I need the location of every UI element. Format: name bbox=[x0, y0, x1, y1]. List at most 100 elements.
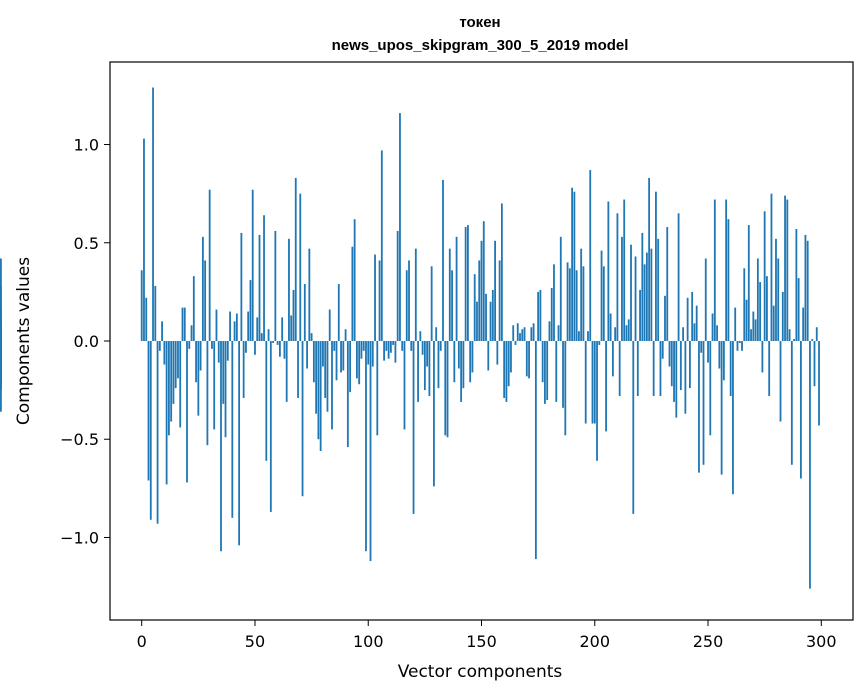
bar bbox=[641, 232, 644, 341]
y-tick-label: −1.0 bbox=[60, 528, 99, 547]
bar bbox=[213, 341, 216, 430]
bar bbox=[367, 341, 370, 365]
bar bbox=[553, 264, 555, 341]
bar bbox=[793, 339, 796, 341]
bar bbox=[143, 138, 145, 341]
bar bbox=[161, 321, 163, 341]
bar bbox=[510, 341, 512, 373]
bar bbox=[473, 274, 476, 341]
bar bbox=[568, 268, 571, 341]
bar bbox=[505, 341, 508, 402]
bar bbox=[276, 341, 279, 345]
bar bbox=[294, 177, 297, 341]
bar bbox=[362, 341, 365, 351]
y-axis-label: Components values bbox=[14, 257, 34, 425]
bar bbox=[220, 341, 222, 552]
bar bbox=[292, 289, 295, 341]
bar bbox=[245, 341, 247, 353]
bar bbox=[149, 341, 152, 520]
bar bbox=[566, 262, 569, 341]
bar bbox=[668, 341, 671, 367]
bar bbox=[732, 341, 734, 495]
bar bbox=[541, 341, 544, 383]
y-tick-label: 0.5 bbox=[74, 234, 99, 253]
bar bbox=[528, 341, 530, 379]
bar bbox=[299, 193, 302, 341]
bar bbox=[444, 341, 447, 436]
bar bbox=[247, 311, 250, 341]
bar bbox=[414, 248, 417, 341]
bar bbox=[623, 199, 626, 341]
bar bbox=[695, 305, 698, 341]
bar bbox=[611, 341, 614, 377]
bar bbox=[584, 341, 587, 424]
bar bbox=[607, 201, 610, 341]
bar bbox=[344, 329, 347, 341]
bar bbox=[249, 280, 252, 341]
bar bbox=[698, 341, 700, 473]
bar bbox=[265, 341, 268, 461]
bar bbox=[269, 341, 272, 512]
bar bbox=[657, 238, 660, 341]
bar bbox=[319, 341, 322, 452]
bar bbox=[750, 329, 752, 341]
bar bbox=[709, 341, 712, 436]
bar bbox=[768, 341, 771, 397]
bar bbox=[158, 341, 161, 351]
bar bbox=[677, 213, 680, 341]
bar bbox=[315, 341, 318, 414]
bar bbox=[815, 327, 818, 341]
bar bbox=[374, 254, 376, 341]
bar bbox=[575, 270, 578, 341]
bar bbox=[720, 341, 723, 475]
bar bbox=[152, 87, 154, 341]
bar bbox=[707, 341, 709, 363]
bar bbox=[312, 341, 315, 383]
bar bbox=[224, 341, 227, 438]
bar bbox=[795, 229, 798, 341]
bar bbox=[643, 264, 646, 341]
bar bbox=[410, 341, 413, 351]
bar bbox=[786, 199, 789, 341]
bar bbox=[233, 321, 236, 341]
bar bbox=[691, 291, 694, 341]
bar bbox=[317, 341, 320, 440]
bar bbox=[550, 287, 553, 341]
bar bbox=[548, 321, 551, 341]
bar bbox=[186, 341, 188, 483]
bar bbox=[616, 213, 619, 341]
y-axis-ticks: −1.0 −0.5 0.0 0.5 1.0 bbox=[60, 136, 110, 547]
bar bbox=[716, 325, 718, 341]
bar bbox=[215, 309, 218, 341]
bar bbox=[281, 317, 284, 341]
bar bbox=[154, 285, 157, 341]
bar bbox=[496, 341, 499, 365]
bar bbox=[322, 341, 324, 367]
bar bbox=[396, 230, 399, 341]
bar bbox=[430, 266, 433, 341]
bar bbox=[593, 341, 596, 424]
bar bbox=[713, 199, 716, 341]
bar bbox=[632, 341, 635, 514]
bar bbox=[308, 248, 311, 341]
bar bbox=[650, 248, 653, 341]
bar bbox=[172, 341, 175, 404]
bar bbox=[376, 341, 379, 436]
bar bbox=[738, 341, 741, 343]
bar bbox=[530, 327, 533, 341]
bar bbox=[387, 341, 390, 359]
bar bbox=[618, 341, 621, 397]
bar bbox=[256, 317, 259, 341]
bar bbox=[181, 307, 184, 341]
bar bbox=[392, 341, 395, 345]
bar bbox=[258, 234, 261, 341]
bar bbox=[752, 311, 755, 341]
bar bbox=[525, 341, 528, 377]
bar bbox=[602, 266, 605, 341]
bar bbox=[238, 341, 241, 546]
bar bbox=[147, 341, 150, 481]
x-tick-label: 150 bbox=[466, 632, 497, 651]
bar bbox=[201, 236, 204, 341]
bar bbox=[383, 341, 385, 361]
bar bbox=[394, 341, 397, 363]
